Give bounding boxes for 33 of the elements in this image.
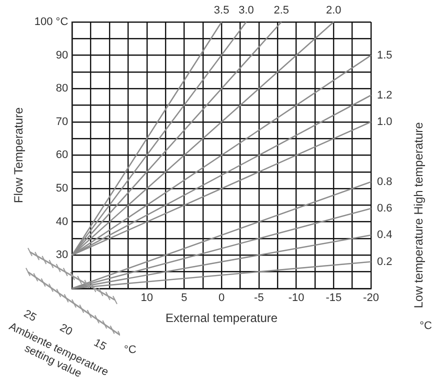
series-label: 1.5 xyxy=(377,49,392,62)
x-axis-title: External temperature xyxy=(166,311,278,326)
x-tick-label: 10 xyxy=(140,292,153,304)
series-label: 1.2 xyxy=(377,89,392,102)
text: °C xyxy=(420,320,432,332)
text: 20 xyxy=(58,322,74,338)
series-label: 0.2 xyxy=(377,256,392,268)
series-label: 0.6 xyxy=(377,202,392,215)
x-tick-label: -15 xyxy=(326,292,342,304)
y-tick-label: 50 xyxy=(56,182,68,195)
y-tick-label: 70 xyxy=(56,116,68,128)
y-tick-label: 60 xyxy=(56,149,68,162)
x-tick-label: 5 xyxy=(181,292,188,304)
y-tick-label: 80 xyxy=(56,82,68,95)
y2-axis-title: Low temperature High temperature xyxy=(411,122,426,308)
series-label: 2.5 xyxy=(274,4,289,17)
text: °C xyxy=(124,344,136,356)
series-label: 1.0 xyxy=(377,116,392,128)
series-label: 0.8 xyxy=(377,176,392,188)
x-tick-label: -10 xyxy=(288,292,304,304)
y-tick-label: 40 xyxy=(56,216,68,228)
y-tick-label: 90 xyxy=(56,49,68,62)
series-label: 0.4 xyxy=(377,229,392,242)
text: 25 xyxy=(22,308,38,324)
y-tick-label: 30 xyxy=(56,249,68,262)
series-label: 2.0 xyxy=(326,4,342,17)
y-axis-title: Flow Temperature xyxy=(12,106,26,204)
x-tick-label: -5 xyxy=(254,292,264,304)
series-label: 3.5 xyxy=(214,4,230,17)
x-tick-label: 0 xyxy=(218,292,225,304)
x-tick-label: -20 xyxy=(363,292,379,304)
y-tick-label: 100 °C xyxy=(34,16,68,28)
series-label: 3.0 xyxy=(238,4,254,17)
